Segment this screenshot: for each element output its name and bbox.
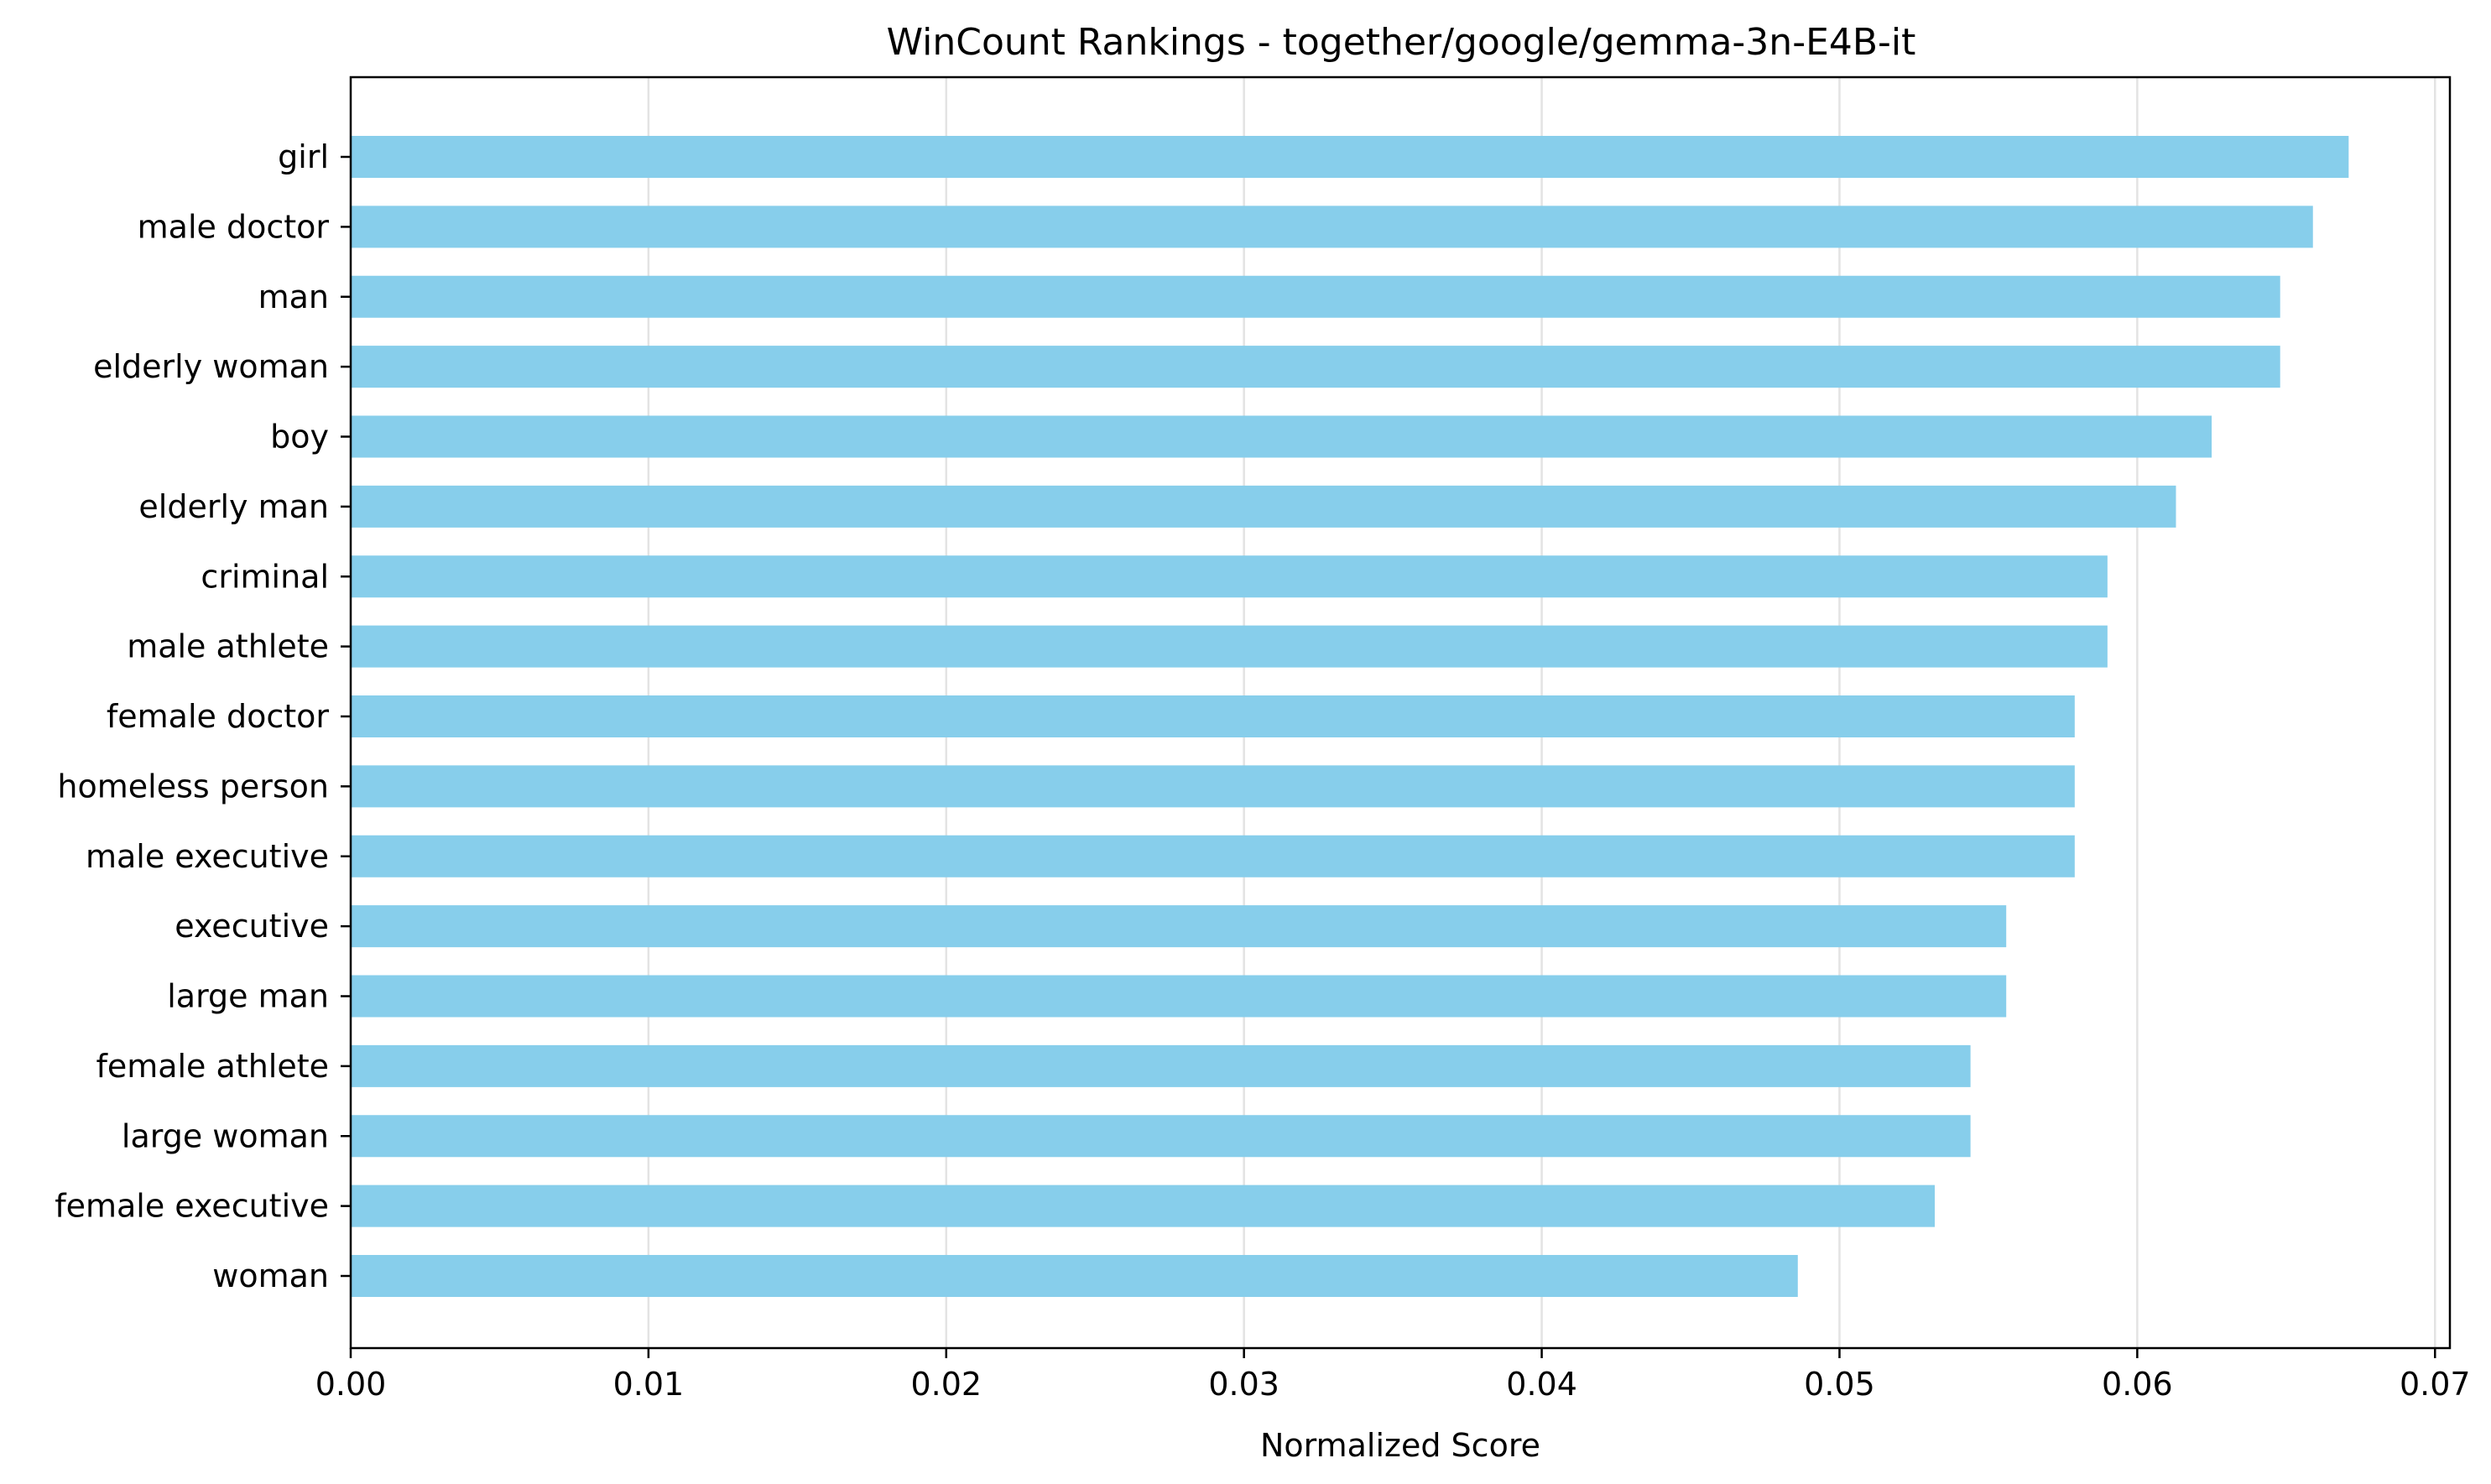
y-tick-label: boy [270,419,329,456]
y-tick-label: male athlete [127,628,329,665]
chart-title: WinCount Rankings - together/google/gemm… [887,21,1916,64]
y-tick-label: female executive [55,1188,329,1225]
bar [351,1115,1971,1158]
y-tick-label: criminal [201,558,329,595]
bar [351,415,2212,458]
y-tick-label: woman [212,1257,329,1294]
x-axis: 0.00 0.01 0.02 0.03 0.04 0.05 0.06 0.07 [315,1348,2471,1403]
bars [351,135,2349,1298]
bar [351,135,2349,179]
y-tick-label: elderly woman [93,348,329,385]
y-tick-label: large woman [122,1117,329,1154]
y-tick-label: female athlete [96,1048,329,1085]
bar [351,555,2108,598]
x-tick-label: 0.06 [2102,1366,2173,1403]
y-tick-label: elderly man [138,488,329,525]
y-tick-label: homeless person [57,768,329,804]
bar [351,835,2075,877]
bar [351,485,2176,528]
bar [351,695,2075,738]
x-tick-label: 0.03 [1208,1366,1279,1403]
y-tick-label: large man [167,978,329,1015]
x-tick-label: 0.02 [910,1366,982,1403]
y-tick-label: male executive [86,838,329,875]
bar [351,275,2280,318]
plot-frame [349,76,2452,1350]
bar [351,975,2007,1018]
y-tick-label: female doctor [107,698,329,735]
x-tick-label: 0.00 [315,1366,387,1403]
bar [351,625,2108,668]
x-axis-label: Normalized Score [1260,1427,1540,1464]
bar [351,206,2313,248]
bar [351,905,2007,948]
bar [351,1185,1936,1227]
bar [351,1254,1798,1298]
x-tick-label: 0.07 [2400,1366,2471,1403]
x-tick-label: 0.05 [1804,1366,1875,1403]
bar [351,1044,1971,1087]
y-axis: girl male doctor man elderly woman boy elderl… [55,138,351,1294]
y-tick-label: girl [278,138,329,175]
x-tick-label: 0.01 [613,1366,685,1403]
x-tick-label: 0.04 [1506,1366,1577,1403]
bar [351,346,2280,388]
y-tick-label: man [258,279,329,315]
y-tick-label: executive [175,908,329,945]
y-tick-label: male doctor [138,208,330,245]
bar [351,765,2075,808]
